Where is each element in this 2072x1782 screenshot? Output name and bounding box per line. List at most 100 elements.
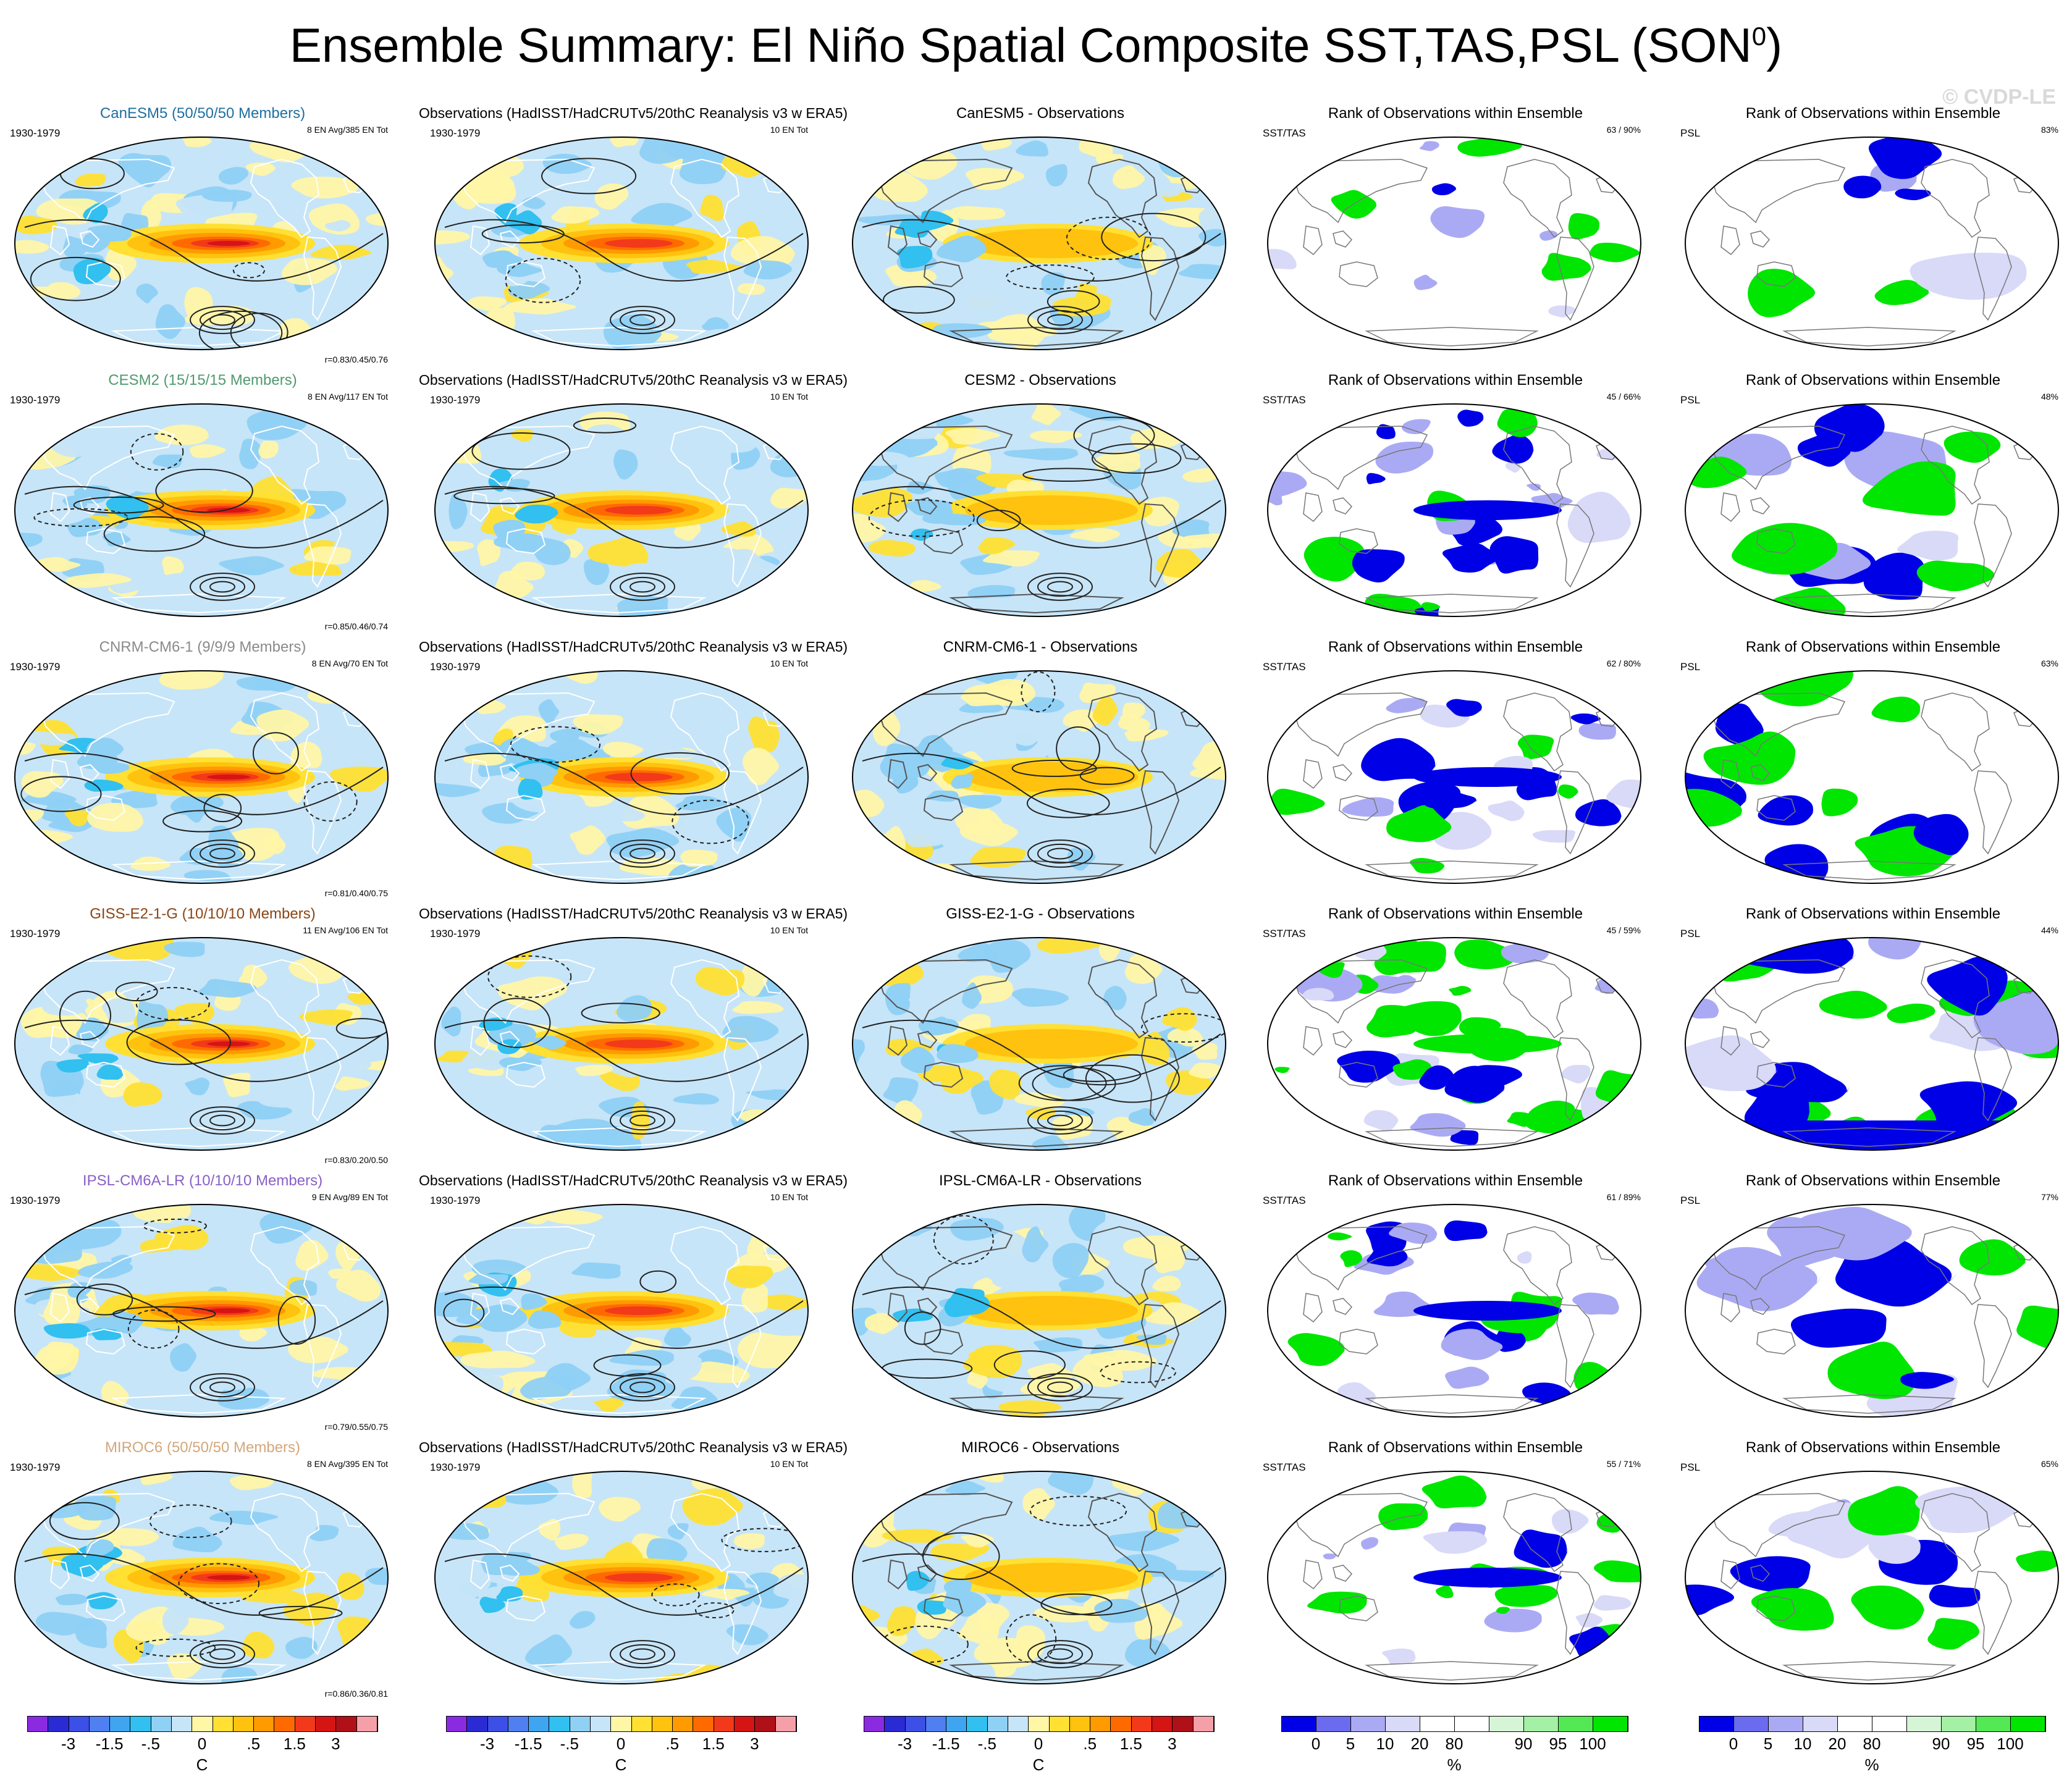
colorbar-swatch (529, 1717, 550, 1731)
watermark: © CVDP-LE (1942, 85, 2056, 109)
psl-rank-map (1685, 670, 2059, 884)
colorbar-tick-label: -.5 (560, 1734, 579, 1753)
model-composite-map (14, 670, 389, 884)
diff-title: GISS-E2-1-G - Observations (946, 906, 1135, 922)
model-composite-map (14, 1204, 389, 1418)
rank-percent: 61 / 89% (1606, 1192, 1641, 1202)
colorbar-swatch (1029, 1717, 1050, 1731)
sst-rank-map (1267, 137, 1641, 350)
sst-rank-panel: Rank of Observations within Ensemble SST/… (1258, 639, 1653, 898)
colorbar-tick-label: 10 (1376, 1734, 1394, 1753)
ensemble-count: 8 EN Avg/395 EN Tot (306, 1459, 388, 1469)
colorbar-swatch (1090, 1717, 1111, 1731)
rank-title: Rank of Observations within Ensemble (1328, 372, 1583, 389)
rank-percent: 65% (2040, 1459, 2058, 1469)
obs-composite-map (434, 937, 809, 1151)
difference-map (852, 670, 1226, 884)
period-label: 1930-1979 (430, 394, 481, 406)
colorbar-swatch (714, 1717, 735, 1731)
period-label: 1930-1979 (430, 127, 481, 139)
colorbar-tick-label: 1.5 (283, 1734, 306, 1753)
obs-title: Observations (HadISST/HadCRUTv5/20thC Re… (419, 639, 848, 655)
colorbar-unit: C (615, 1755, 627, 1774)
colorbar-swatch (69, 1717, 90, 1731)
colorbar-swatch (508, 1717, 529, 1731)
colorbar-swatch (467, 1717, 488, 1731)
colorbar-tick-label: -.5 (977, 1734, 996, 1753)
ensemble-count: 9 EN Avg/89 EN Tot (311, 1192, 388, 1202)
obs-count: 10 EN Tot (770, 1192, 808, 1202)
sst-rank-panel: Rank of Observations within Ensemble SST/… (1258, 906, 1653, 1165)
model-composite-map (14, 403, 389, 617)
rank-percent: 63% (2040, 658, 2058, 668)
colorbar-swatch (254, 1717, 275, 1731)
colorbar-swatches (1699, 1716, 2046, 1732)
obs-count: 10 EN Tot (770, 1459, 808, 1469)
colorbar-swatch (631, 1717, 652, 1731)
sst-rank-panel: Rank of Observations within Ensemble SST/… (1258, 372, 1653, 631)
rank-variable: PSL (1680, 127, 1701, 139)
rank-colorbar: 0 5 10 20 80 90 95 100% (1281, 1711, 1628, 1779)
ensemble-count: 8 EN Avg/117 EN Tot (308, 392, 388, 401)
sst-rank-map (1267, 1204, 1641, 1418)
psl-rank-panel: Rank of Observations within Ensemble PSL 8… (1675, 105, 2071, 364)
diff-panel: CNRM-CM6-1 - Observations (843, 639, 1238, 898)
colorbar-swatch (673, 1717, 694, 1731)
colorbar-tick-label: 3 (331, 1734, 340, 1753)
obs-count: 10 EN Tot (770, 925, 808, 935)
sst-rank-panel: Rank of Observations within Ensemble SST/… (1258, 1172, 1653, 1432)
colorbar-tick-label: 0 (197, 1734, 207, 1753)
colorbar-swatch (213, 1717, 234, 1731)
colorbar-swatch (549, 1717, 570, 1731)
rank-percent: 44% (2040, 925, 2058, 935)
psl-rank-map (1685, 137, 2059, 350)
colorbar-swatch (570, 1717, 591, 1731)
colorbar-swatch (487, 1717, 508, 1731)
colorbar-swatch (1173, 1717, 1194, 1731)
obs-title: Observations (HadISST/HadCRUTv5/20thC Re… (419, 372, 848, 388)
colorbar-swatch (1734, 1717, 1769, 1731)
obs-panel: Observations (HadISST/HadCRUTv5/20thC Re… (419, 1172, 848, 1432)
rank-variable: PSL (1680, 928, 1701, 939)
temperature-colorbar: -3 -1.5 -.5 0 .5 1.5 3 C (864, 1711, 1215, 1779)
temperature-colorbar: -3 -1.5 -.5 0 .5 1.5 3 C (446, 1711, 797, 1779)
temperature-colorbar: -3 -1.5 -.5 0 .5 1.5 3 C (27, 1711, 378, 1779)
rank-title: Rank of Observations within Ensemble (1745, 1172, 2001, 1189)
colorbar-tick-label: 100 (1997, 1734, 2024, 1753)
psl-rank-panel: Rank of Observations within Ensemble PSL 7… (1675, 1172, 2071, 1432)
difference-map (852, 937, 1226, 1151)
model-panel: IPSL-CM6A-LR (10/10/10 Members) 1930-1979… (5, 1172, 400, 1432)
ensemble-count: 8 EN Avg/70 EN Tot (311, 658, 388, 668)
colorbar-tick-label: 20 (1828, 1734, 1847, 1753)
rank-variable: SST/TAS (1263, 127, 1306, 139)
colorbar-tick-label: -3 (61, 1734, 76, 1753)
model-composite-map (14, 1471, 389, 1684)
difference-map (852, 403, 1226, 617)
colorbar-swatch (130, 1717, 151, 1731)
colorbar-swatch (447, 1717, 468, 1731)
colorbar-tick-label: 80 (1863, 1734, 1881, 1753)
obs-composite-map (434, 1471, 809, 1684)
colorbar-swatch (775, 1717, 796, 1731)
colorbar-swatch (1838, 1717, 1872, 1731)
obs-panel: Observations (HadISST/HadCRUTv5/20thC Re… (419, 372, 848, 631)
colorbar-swatch (734, 1717, 756, 1731)
rank-title: Rank of Observations within Ensemble (1745, 639, 2001, 655)
colorbar-swatch (652, 1717, 673, 1731)
colorbar-tick-label: 95 (1966, 1734, 1985, 1753)
colorbar-swatch (151, 1717, 172, 1731)
colorbar-swatch (864, 1717, 885, 1731)
colorbar-swatch (1193, 1717, 1214, 1731)
colorbar-tick-label: 10 (1793, 1734, 1812, 1753)
colorbar-swatch (233, 1717, 255, 1731)
colorbar-swatch (110, 1717, 131, 1731)
rank-colorbar: 0 5 10 20 80 90 95 100% (1699, 1711, 2046, 1779)
rank-variable: SST/TAS (1263, 661, 1306, 673)
model-panel: GISS-E2-1-G (10/10/10 Members) 1930-1979 1… (5, 906, 400, 1165)
diff-title: CNRM-CM6-1 - Observations (943, 639, 1138, 655)
difference-map (852, 1471, 1226, 1684)
colorbar-tick-label: 0 (1729, 1734, 1738, 1753)
model-composite-map (14, 137, 389, 350)
model-title: CESM2 (15/15/15 Members) (108, 372, 297, 389)
model-panel: MIROC6 (50/50/50 Members) 1930-1979 8 EN A… (5, 1439, 400, 1699)
